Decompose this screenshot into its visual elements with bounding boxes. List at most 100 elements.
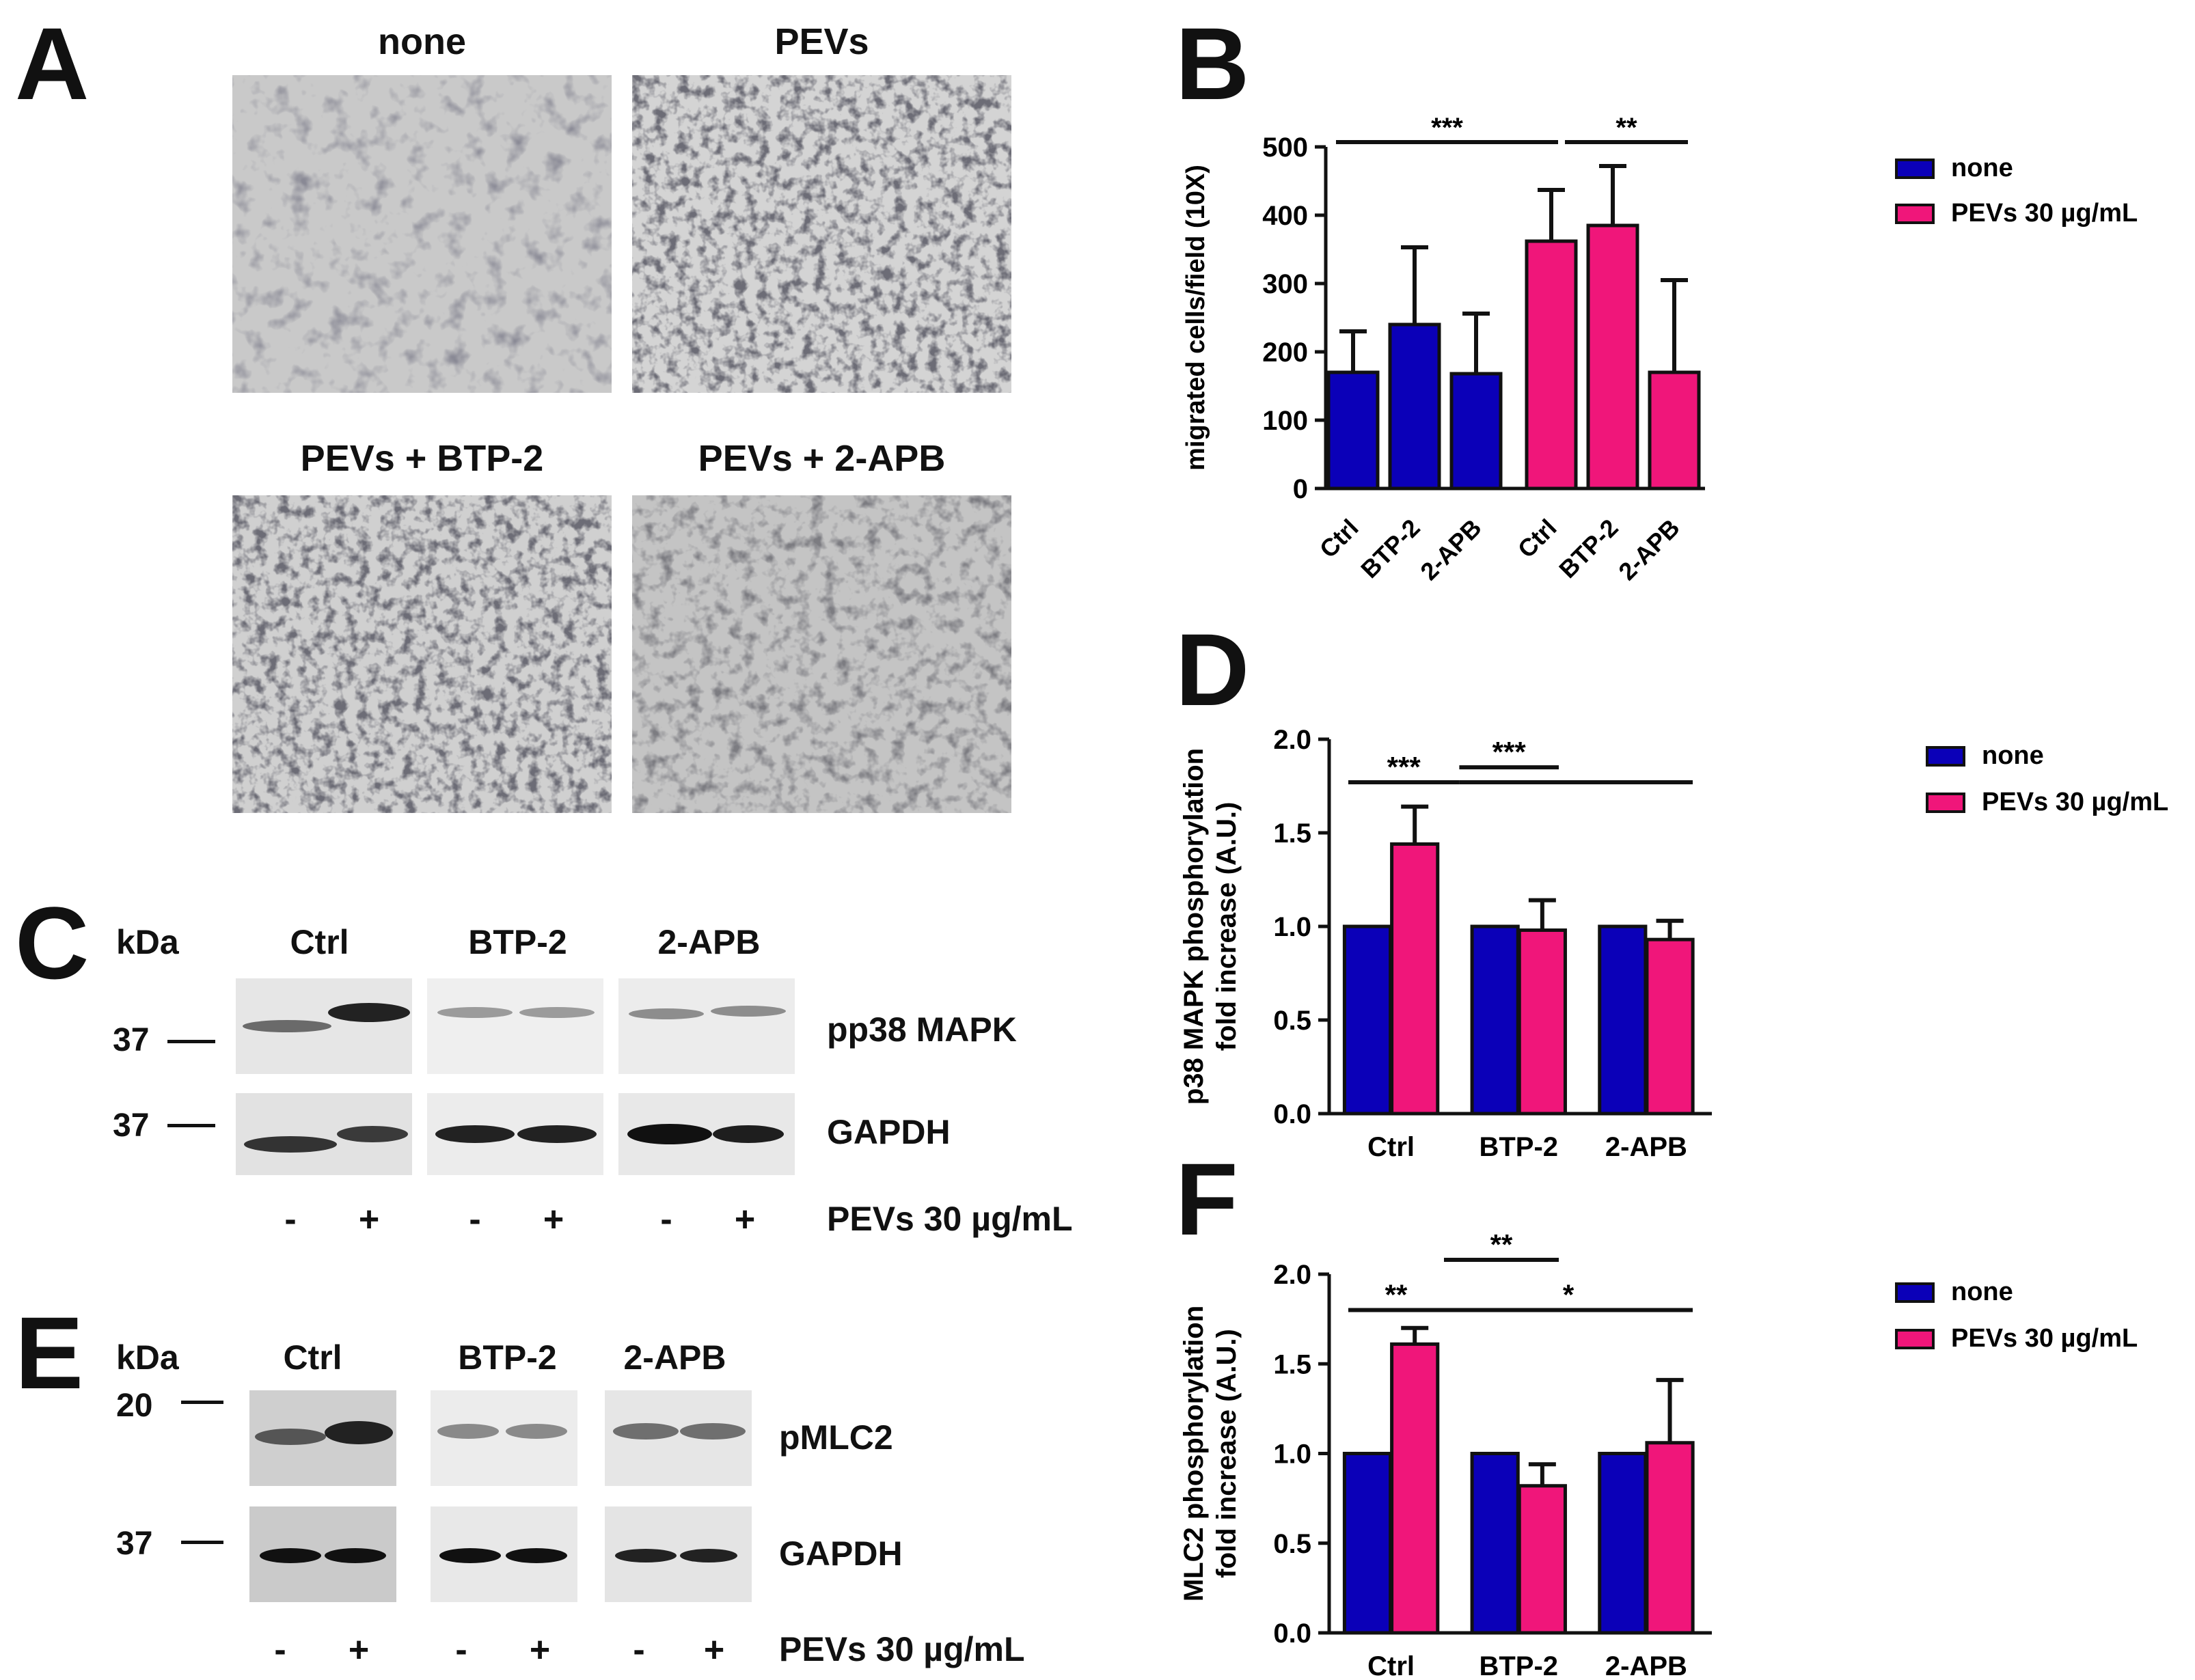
y-tick-label: 1.5 [1273, 1349, 1311, 1379]
bar-1 [1388, 322, 1441, 491]
kda-label-e: kDa [116, 1338, 179, 1377]
legend-swatch-0 [1895, 1282, 1935, 1303]
legend-swatch-1 [1895, 204, 1935, 224]
x-tick-label: Ctrl [1314, 514, 1364, 564]
sign-minus: - [633, 1630, 645, 1670]
y-tick-label: 400 [1262, 201, 1308, 231]
micrograph-pevs-btp2 [232, 495, 612, 813]
image-title-pevs-2apb: PEVs + 2-APB [698, 438, 946, 479]
blot-c-pp38-ctrl [236, 978, 412, 1074]
legend-label-1: PEVs 30 µg/mL [1951, 199, 2138, 228]
y-tick-label: 0 [1293, 474, 1308, 504]
bar-3 [1525, 239, 1578, 491]
y-tick-label: 500 [1262, 133, 1308, 163]
marker-e-20: 20 [116, 1388, 153, 1424]
sign-minus: - [660, 1200, 672, 1239]
kda-label-c: kDa [116, 923, 179, 961]
chart-d-p38: 0.0 0.5 1.0 1.5 2.0 p38 MAPK phosphorylation f… [1179, 725, 2168, 1161]
micrograph-pevs [632, 75, 1011, 393]
chart-b-migration: 0 100 200 300 400 500 migrated cells/field (10… [1182, 113, 2138, 586]
bar-btp-2-1 [1517, 928, 1567, 1116]
band-label-pmlc2: pMLC2 [779, 1418, 893, 1457]
sign-plus: + [734, 1200, 756, 1239]
image-title-pevs: PEVs [774, 21, 869, 62]
y-tick-label: 2.0 [1273, 725, 1311, 755]
bar-ctrl-1 [1390, 1342, 1440, 1635]
treatment-label-e: PEVs 30 µg/mL [779, 1630, 1025, 1668]
y-tick-label: 1.0 [1273, 1440, 1311, 1470]
lane-head-c-btp2: BTP-2 [468, 923, 567, 961]
band-label-gapdh-e: GAPDH [779, 1534, 903, 1573]
x-tick-label: BTP-2 [1479, 1651, 1558, 1680]
bar-ctrl-1 [1390, 842, 1440, 1116]
y-axis-label-line2: fold increase (A.U.) [1212, 802, 1242, 1051]
y-tick-label: 2.0 [1273, 1260, 1311, 1290]
x-tick-label: Ctrl [1367, 1132, 1415, 1161]
treatment-label-c: PEVs 30 µg/mL [827, 1200, 1073, 1238]
legend-label-0: none [1982, 741, 2044, 770]
y-tick-label: 1.5 [1273, 818, 1311, 849]
x-tick-label: BTP-2 [1553, 514, 1624, 584]
blot-e-gapdh-btp2 [431, 1506, 577, 1602]
marker-c-37-bottom: 37 [113, 1107, 150, 1144]
y-tick-label: 0.0 [1273, 1099, 1311, 1129]
sign-minus: - [284, 1200, 297, 1239]
blot-e-gapdh-2apb [605, 1506, 752, 1602]
band-label-gapdh-c: GAPDH [827, 1113, 951, 1151]
bar-btp-2-0 [1470, 924, 1520, 1116]
bar-2-apb-0 [1598, 1452, 1648, 1635]
y-tick-label: 0.0 [1273, 1619, 1311, 1649]
x-tick-label: 2-APB [1605, 1651, 1687, 1680]
x-tick-label: Ctrl [1367, 1651, 1415, 1680]
significance-stars: *** [1387, 751, 1421, 783]
bar-btp-2-0 [1470, 1452, 1520, 1635]
y-axis-label-line1: p38 MAPK phosphorylation [1179, 748, 1209, 1105]
y-axis-label-line2: fold increase (A.U.) [1212, 1329, 1242, 1578]
panel-letter-a: A [15, 6, 90, 121]
sign-plus: + [703, 1630, 725, 1670]
bar-4 [1586, 223, 1639, 491]
x-tick-label: 2-APB [1613, 514, 1685, 586]
x-tick-label: Ctrl [1512, 514, 1562, 564]
sign-minus: - [469, 1200, 481, 1239]
sign-plus: + [543, 1200, 564, 1239]
sign-plus: + [348, 1630, 370, 1670]
bar-2-apb-0 [1598, 924, 1648, 1116]
bar-2-apb-1 [1645, 1441, 1695, 1635]
bar-2-apb-1 [1645, 937, 1695, 1116]
blot-c-gapdh-ctrl [236, 1093, 412, 1175]
lane-head-c-ctrl: Ctrl [290, 923, 349, 961]
lane-head-c-2apb: 2-APB [657, 923, 761, 961]
micrograph-none [232, 75, 612, 393]
marker-line [167, 1040, 215, 1043]
blot-c-gapdh-2apb [618, 1093, 795, 1175]
sign-minus: - [274, 1630, 286, 1670]
image-title-pevs-btp2: PEVs + BTP-2 [300, 438, 544, 479]
x-tick-label: BTP-2 [1355, 514, 1426, 584]
image-title-none: none [378, 21, 466, 62]
significance-stars: *** [1492, 736, 1527, 768]
panel-letter-f: F [1175, 1142, 1238, 1256]
significance-stars: ** [1615, 113, 1637, 143]
micrograph-pevs-2apb [632, 495, 1011, 813]
blot-e-pmlc2-ctrl [249, 1390, 396, 1486]
bar-2 [1449, 372, 1503, 491]
y-tick-label: 200 [1262, 338, 1308, 368]
legend-swatch-0 [1895, 159, 1935, 179]
x-tick-label: 2-APB [1415, 514, 1486, 586]
marker-e-37: 37 [116, 1526, 153, 1562]
bar-0 [1326, 370, 1380, 491]
lane-head-e-btp2: BTP-2 [458, 1338, 557, 1377]
blot-c-pp38-2apb [618, 978, 795, 1074]
x-tick-label: 2-APB [1605, 1132, 1687, 1161]
panel-letter-b: B [1175, 6, 1250, 121]
panel-letter-e: E [15, 1295, 84, 1410]
lane-head-e-2apb: 2-APB [623, 1338, 726, 1377]
blot-e-pmlc2-btp2 [431, 1390, 577, 1486]
legend-label-0: none [1951, 1278, 2013, 1306]
panel-letter-d: D [1175, 612, 1250, 727]
significance-stars: *** [1431, 113, 1463, 143]
y-tick-label: 1.0 [1273, 912, 1311, 942]
band-label-pp38: pp38 MAPK [827, 1010, 1017, 1049]
significance-stars: * [1563, 1279, 1574, 1311]
